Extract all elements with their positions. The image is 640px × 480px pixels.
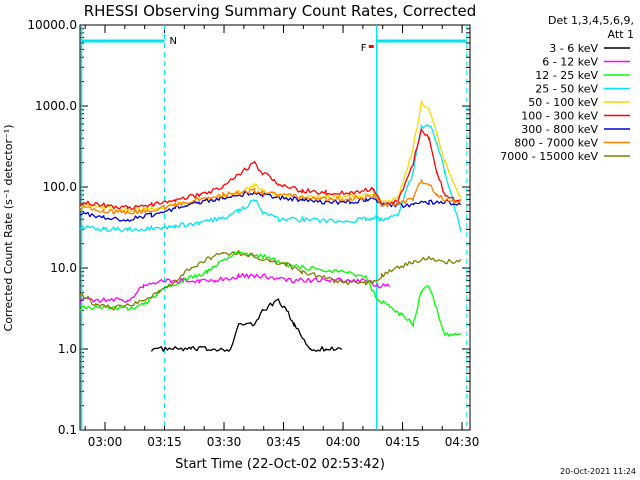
legend-label-8: 800 - 7000 keV	[514, 137, 598, 150]
y-tick-label: 0.1	[58, 423, 77, 437]
series-line-6	[79, 128, 461, 210]
footer-timestamp: 20-Oct-2021 11:24	[560, 467, 636, 476]
series-line-3	[79, 250, 462, 337]
plot-frame	[79, 24, 471, 431]
x-tick-label: 04:00	[326, 435, 361, 449]
x-tick-label: 04:30	[445, 435, 480, 449]
legend-label-3: 12 - 25 keV	[535, 69, 598, 82]
y-tick-label: 100.0	[43, 180, 77, 194]
legend-label-2: 6 - 12 keV	[542, 56, 598, 69]
legend-label-1: 3 - 6 keV	[549, 42, 598, 55]
y-axis-label: Corrected Count Rate (s⁻¹ detector⁻¹)	[2, 125, 15, 332]
legend-label-7: 300 - 800 keV	[521, 123, 598, 136]
y-tick-label: 10000.0	[27, 18, 77, 32]
y-tick-label: 1.0	[58, 342, 77, 356]
x-tick-label: 03:00	[88, 435, 123, 449]
x-axis-label: Start Time (22-Oct-02 02:53:42)	[175, 457, 385, 472]
legend-label-4: 25 - 50 keV	[535, 83, 598, 96]
series-line-5	[79, 100, 462, 213]
legend-header-line-1: Det 1,3,4,5,6,9,	[548, 14, 634, 27]
legend-header-line-2: Att 1	[608, 28, 634, 41]
x-tick-label: 03:30	[207, 435, 242, 449]
series-line-9	[79, 249, 462, 311]
x-tick-label: 03:15	[147, 435, 182, 449]
flare-label: F	[361, 43, 367, 54]
legend-label-6: 100 - 300 keV	[521, 110, 598, 123]
y-tick-label: 1000.0	[35, 99, 77, 113]
night-label: N	[170, 36, 177, 47]
flare-flag	[368, 45, 374, 48]
x-tick-label: 03:45	[266, 435, 301, 449]
series-line-4	[79, 124, 462, 233]
x-tick-label: 04:15	[385, 435, 420, 449]
series-line-2	[79, 272, 391, 304]
chart-title: RHESSI Observing Summary Count Rates, Co…	[84, 2, 477, 20]
legend-label-5: 50 - 100 keV	[528, 96, 598, 109]
y-tick-label: 10.0	[50, 261, 77, 275]
plot-area: 0.1 1.0 10.0 100.0 1000.0 10000.0 03:00 03:15 03…	[27, 18, 479, 449]
series-line-1	[150, 298, 343, 353]
series-line-8	[79, 179, 462, 215]
legend-label-9: 7000 - 15000 keV	[500, 150, 598, 163]
